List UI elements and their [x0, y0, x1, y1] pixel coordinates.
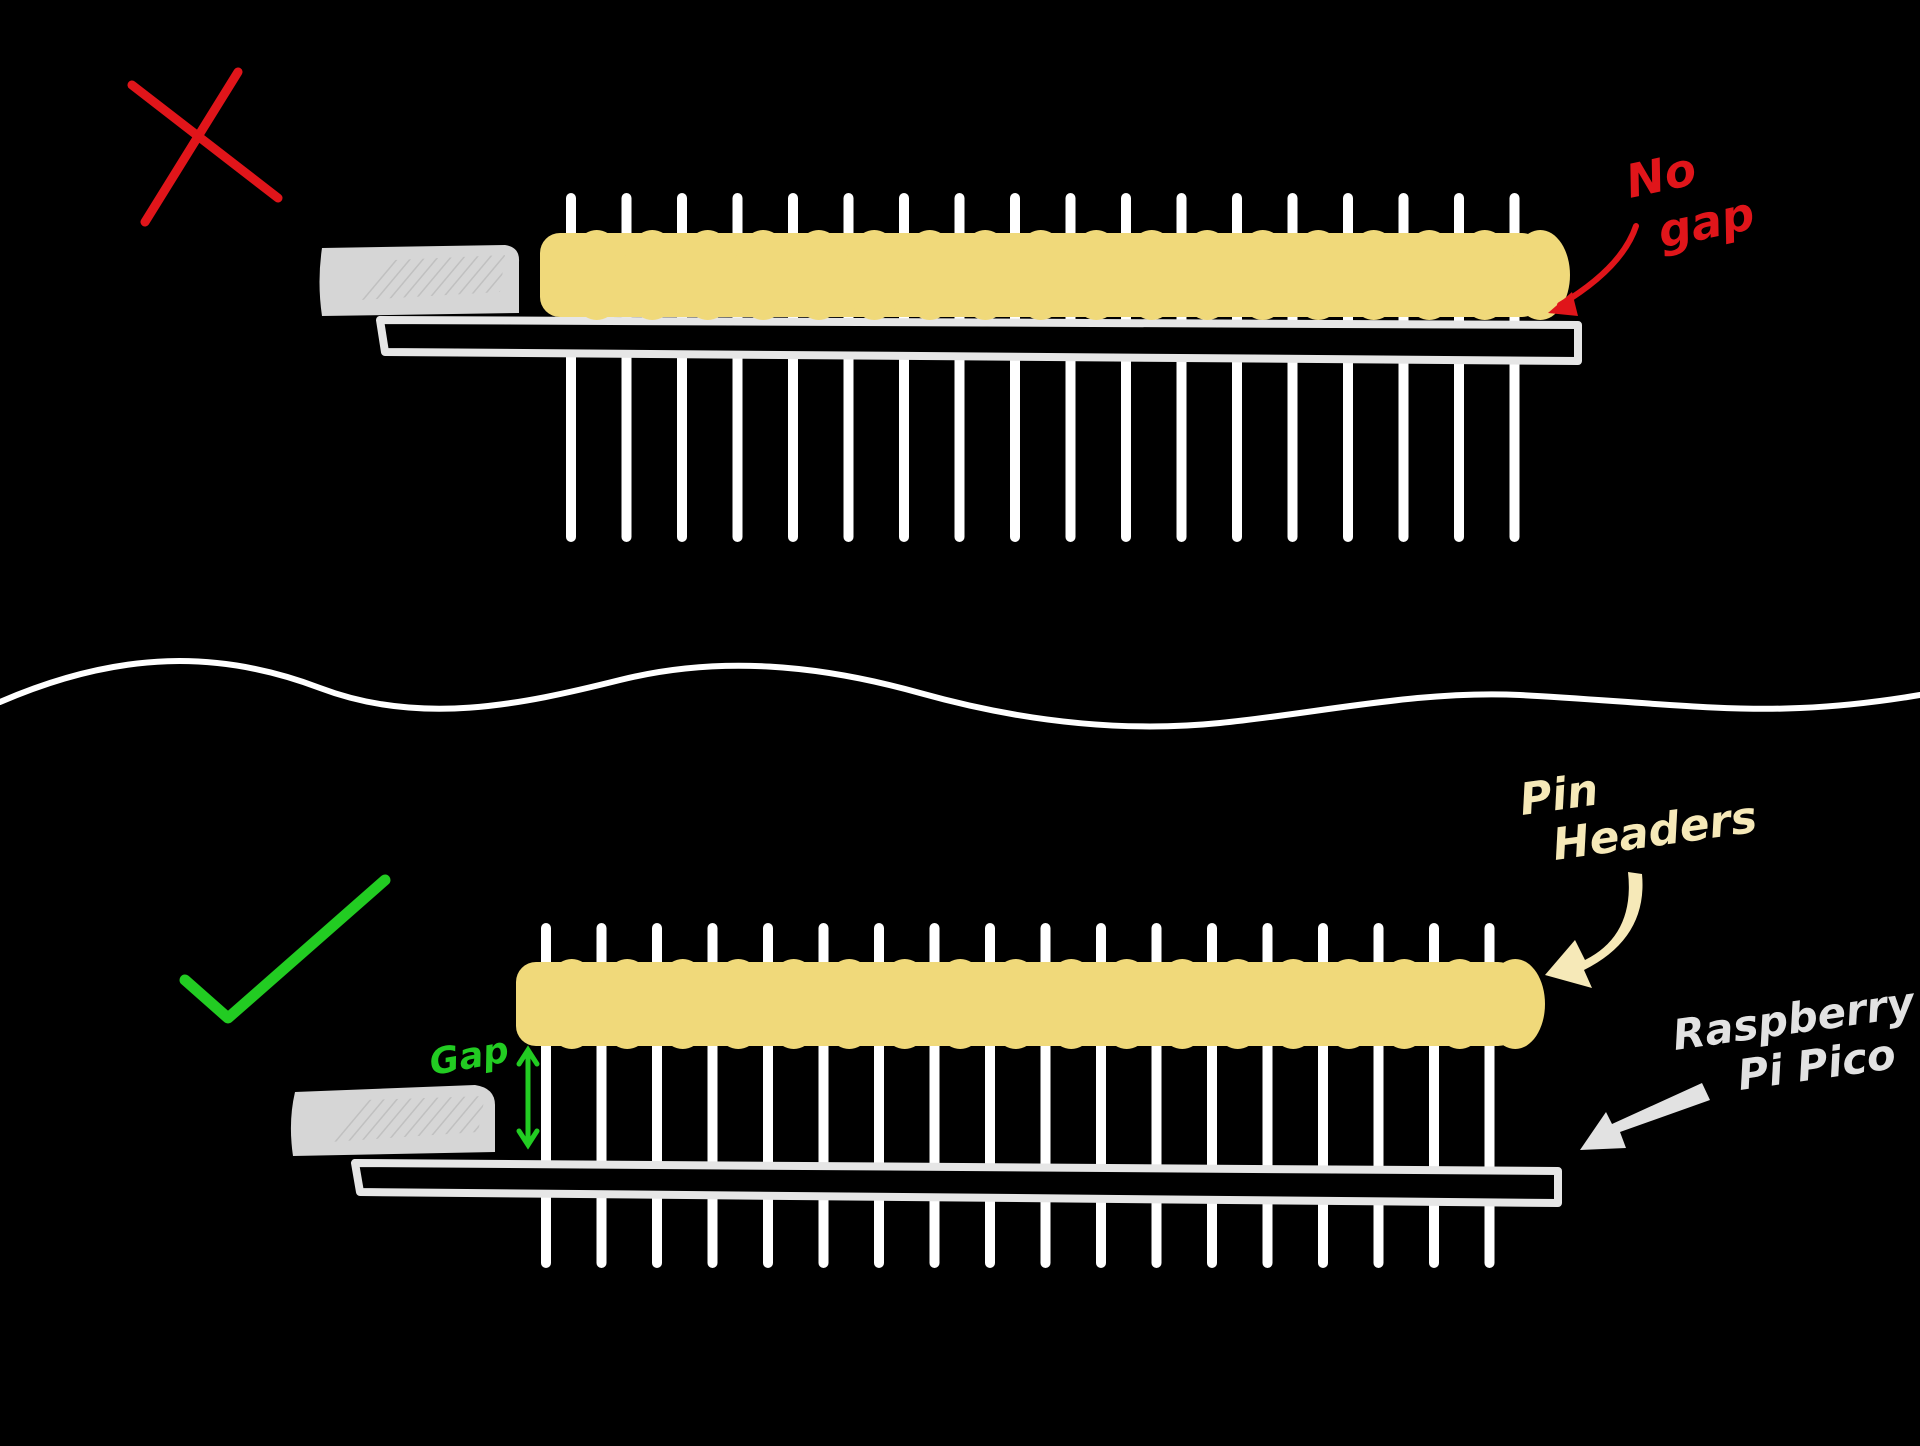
header-segment — [986, 959, 1046, 1049]
header-segment — [789, 230, 849, 320]
header-segment — [819, 959, 879, 1049]
pin-headers-annotation: Pin Headers — [1516, 764, 1760, 988]
header-segment — [567, 230, 627, 320]
header-segment — [1263, 959, 1323, 1049]
usb-connector — [319, 245, 520, 316]
wavy-divider — [0, 658, 1920, 730]
header-segment — [1233, 230, 1293, 320]
pin-headers-label-line-1: Pin — [1516, 764, 1601, 825]
header-segment — [955, 230, 1015, 320]
wrong-example: No gap — [127, 67, 1759, 542]
header-segment — [1011, 230, 1071, 320]
pcb-board — [351, 1159, 1562, 1207]
raspberry-pi-pico-annotation: Raspberry Pi Pico — [1580, 977, 1919, 1150]
header-segment — [1288, 230, 1348, 320]
pin-header-body — [540, 230, 1570, 320]
double-arrow-icon — [516, 1045, 540, 1150]
header-segment — [1344, 230, 1404, 320]
header-segment — [844, 230, 904, 320]
header-segment — [1066, 230, 1126, 320]
header-segment — [1177, 230, 1237, 320]
header-segment — [708, 959, 768, 1049]
header-segment — [1152, 959, 1212, 1049]
cross-icon — [127, 67, 283, 227]
straight-arrow-icon — [1580, 1083, 1710, 1150]
header-segment — [900, 230, 960, 320]
curved-arrow-icon — [1545, 872, 1643, 988]
header-segment — [764, 959, 824, 1049]
no-gap-annotation: No gap — [1548, 141, 1759, 316]
header-segment — [1041, 959, 1101, 1049]
header-segment — [1485, 959, 1545, 1049]
header-segment — [542, 959, 602, 1049]
header-segment — [1122, 230, 1182, 320]
header-segment — [1455, 230, 1515, 320]
header-segment — [653, 959, 713, 1049]
right-example: Gap Pin Headers Raspberry Pi Pico — [179, 764, 1919, 1268]
arrowhead-icon — [1548, 292, 1578, 316]
header-segment — [622, 230, 682, 320]
header-segment — [875, 959, 935, 1049]
header-segment — [1319, 959, 1379, 1049]
header-segment — [733, 230, 793, 320]
gap-label: Gap — [426, 1030, 512, 1084]
header-segment — [1399, 230, 1459, 320]
pin-header-body — [516, 959, 1545, 1049]
header-segment — [1208, 959, 1268, 1049]
checkmark-icon — [179, 874, 391, 1024]
header-segment — [1374, 959, 1434, 1049]
header-segment — [1510, 230, 1570, 320]
header-segment — [1430, 959, 1490, 1049]
header-segment — [1097, 959, 1157, 1049]
header-segment — [678, 230, 738, 320]
usb-connector — [290, 1085, 495, 1156]
header-segment — [930, 959, 990, 1049]
header-segment — [597, 959, 657, 1049]
pcb-board — [376, 316, 1582, 365]
